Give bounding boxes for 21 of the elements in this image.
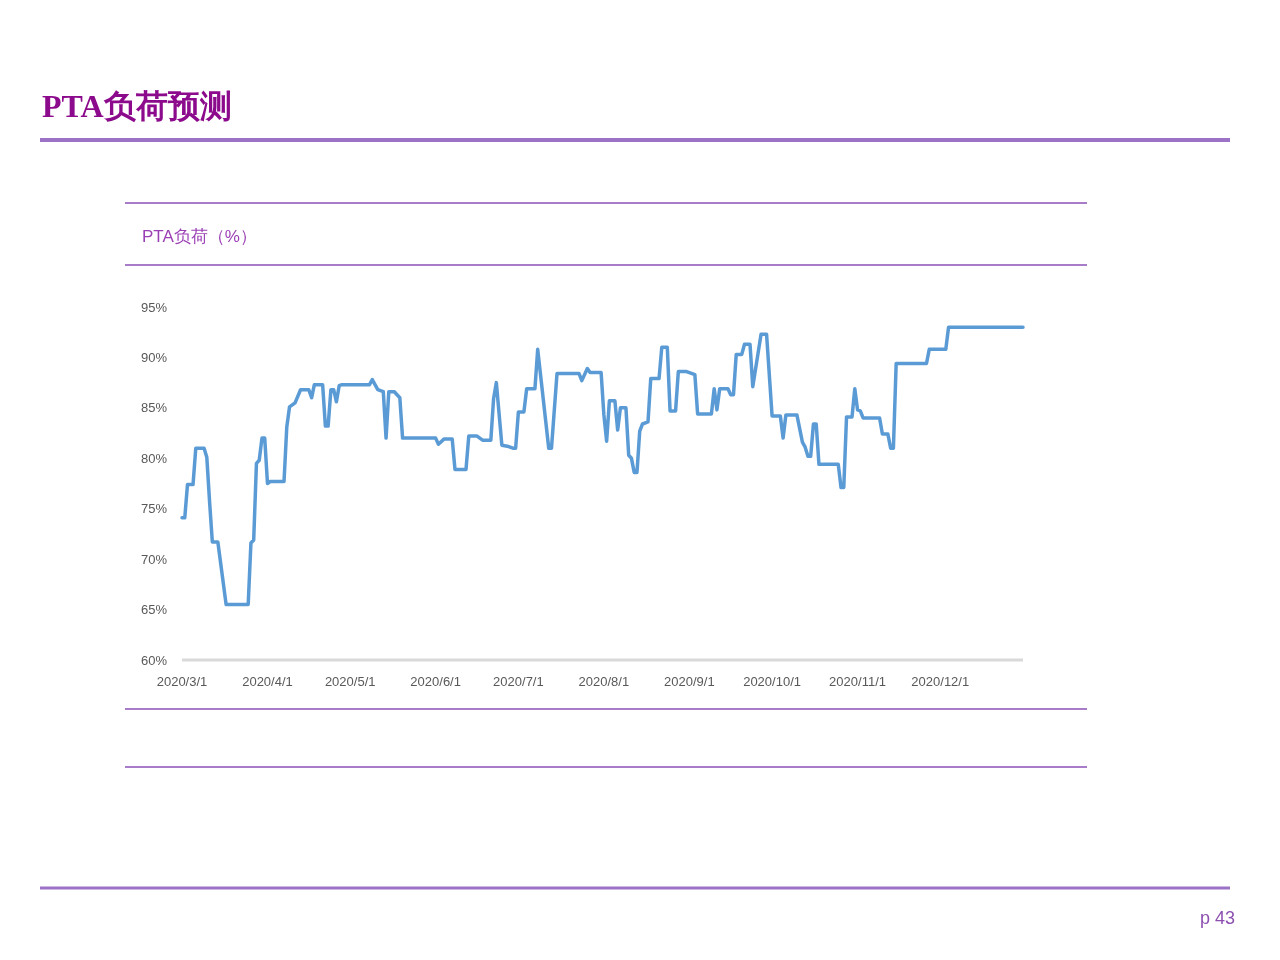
x-tick-label: 2020/12/1: [911, 674, 970, 689]
x-tick-label: 2020/7/1: [493, 674, 544, 689]
x-tick-label: 2020/8/1: [578, 674, 630, 689]
x-tick-label: 2020/4/1: [242, 674, 293, 689]
y-tick-label: 90%: [140, 349, 168, 365]
y-tick-label: 60%: [140, 652, 168, 668]
x-tick-label: 2020/5/1: [324, 674, 376, 689]
x-tick-label: 2020/3/1: [156, 674, 208, 689]
y-tick-label: 95%: [140, 299, 168, 315]
x-tick-label: 2020/10/1: [743, 674, 801, 689]
x-tick-label: 2020/9/1: [664, 674, 715, 689]
x-tick-label: 2020/11/1: [829, 674, 886, 689]
annotation: p 43: [1199, 908, 1235, 928]
y-tick-label: 65%: [140, 602, 168, 618]
y-tick-label: 80%: [140, 450, 168, 466]
title: PTA负荷预测: [42, 88, 232, 124]
y-tick-label: 70%: [140, 551, 168, 567]
y-tick-label: 85%: [140, 400, 168, 416]
y-tick-label: 75%: [140, 501, 168, 517]
x-tick-label: 2020/6/1: [410, 674, 461, 689]
subtitle: PTA负荷（%）: [142, 227, 257, 246]
